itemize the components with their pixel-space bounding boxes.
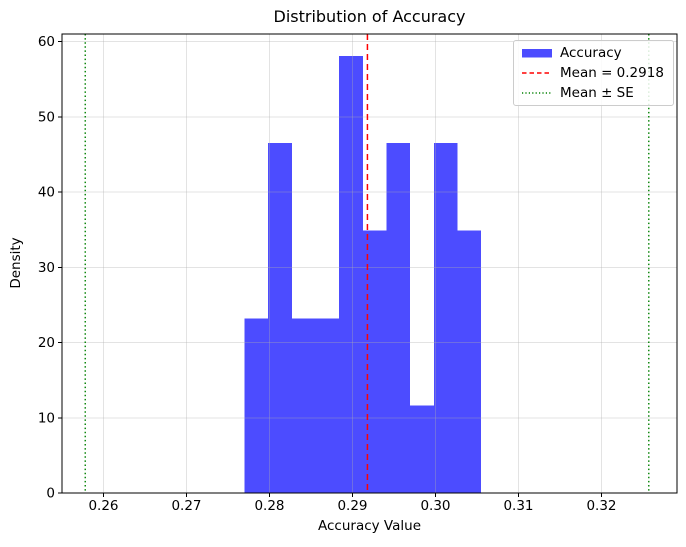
x-axis-label: Accuracy Value	[318, 518, 421, 534]
dotted-line-icon	[522, 92, 552, 94]
y-tick-label: 30	[38, 260, 55, 276]
histogram-bar	[291, 318, 316, 493]
x-tick-label: 0.27	[171, 498, 201, 514]
x-tick-label: 0.28	[254, 498, 284, 514]
histogram-bar	[433, 143, 458, 493]
histogram-bar	[386, 143, 411, 493]
histogram-bar	[362, 230, 387, 494]
legend-label: Mean ± SE	[560, 85, 634, 101]
x-tick-label: 0.31	[503, 498, 533, 514]
y-tick-label: 60	[38, 34, 55, 50]
histogram-bar	[410, 405, 434, 493]
y-tick-label: 50	[38, 109, 55, 125]
histogram-bar	[244, 318, 269, 493]
x-tick-label: 0.32	[586, 498, 616, 514]
histogram-bar	[339, 55, 363, 493]
y-tick-label: 10	[38, 410, 55, 426]
accuracy-patch-icon	[522, 49, 552, 58]
histogram-bar	[268, 143, 292, 493]
y-tick-label: 0	[46, 486, 55, 502]
legend-label: Accuracy	[560, 45, 622, 61]
legend-item-accuracy: Accuracy	[522, 43, 665, 63]
x-tick-label: 0.29	[337, 498, 367, 514]
dashed-line-icon	[522, 72, 552, 74]
legend-item-se: Mean ± SE	[522, 83, 665, 103]
plot-border	[61, 33, 678, 494]
legend: Accuracy Mean = 0.2918 Mean ± SE	[513, 40, 674, 106]
legend-label: Mean = 0.2918	[560, 65, 664, 81]
legend-item-mean: Mean = 0.2918	[522, 63, 665, 83]
histogram-bar	[457, 230, 482, 494]
y-tick-label: 40	[38, 185, 55, 201]
y-tick-label: 20	[38, 335, 55, 351]
chart-title: Distribution of Accuracy	[273, 7, 466, 26]
x-tick-label: 0.30	[420, 498, 450, 514]
x-tick-label: 0.26	[88, 498, 118, 514]
histogram-bar	[315, 318, 340, 493]
